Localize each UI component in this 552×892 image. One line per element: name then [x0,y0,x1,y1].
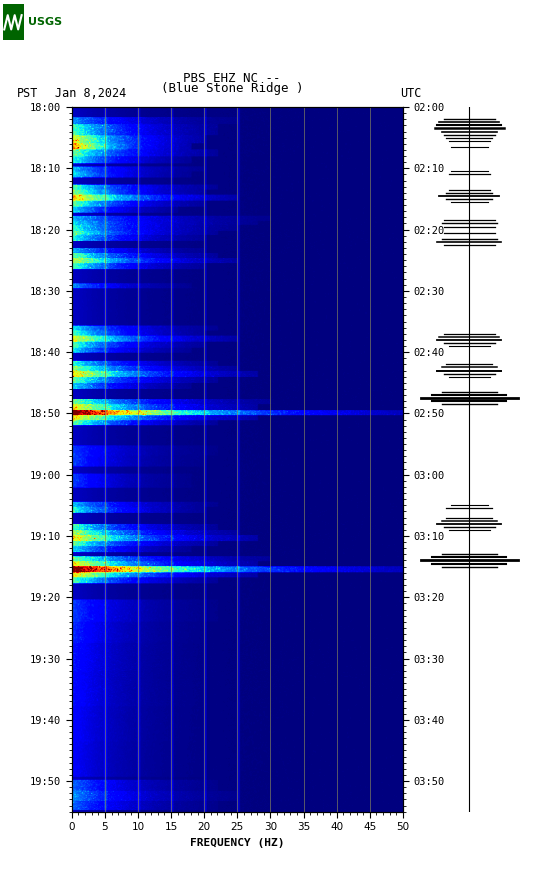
Text: (Blue Stone Ridge ): (Blue Stone Ridge ) [161,82,303,95]
Text: PST: PST [17,87,38,100]
X-axis label: FREQUENCY (HZ): FREQUENCY (HZ) [190,838,285,847]
Text: PBS EHZ NC --: PBS EHZ NC -- [183,71,280,85]
Bar [3,4,24,40]
Text: UTC: UTC [401,87,422,100]
Text: USGS: USGS [28,17,62,28]
Text: Jan 8,2024: Jan 8,2024 [55,87,126,100]
